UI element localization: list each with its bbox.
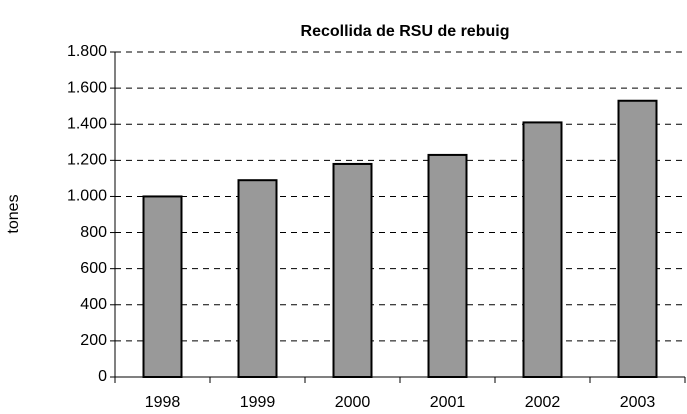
y-tick-label: 800 [80,224,107,241]
x-tick-label: 2001 [430,394,466,411]
y-tick-label: 1.400 [67,115,107,132]
y-tick-label: 600 [80,260,107,277]
bar [332,162,373,378]
y-tick-label: 1.800 [67,43,107,60]
y-tick-label: 1.200 [67,152,107,169]
y-tick-label: 1.000 [67,188,107,205]
x-tick-label: 2000 [335,394,371,411]
y-tick-label: 400 [80,296,107,313]
bar [617,99,658,378]
x-tick-label: 2002 [525,394,561,411]
y-tick-label: 0 [98,368,107,385]
bar [522,121,563,378]
y-axis-label: tones [5,194,22,233]
chart-title: Recollida de RSU de rebuig [301,23,510,40]
bar [427,153,468,378]
x-tick-label: 1999 [240,394,276,411]
y-tick-label: 1.600 [67,79,107,96]
x-tick-label: 2003 [620,394,656,411]
y-tick-label: 200 [80,332,107,349]
bar [237,179,278,378]
bar [142,195,183,378]
x-tick-label: 1998 [145,394,181,411]
